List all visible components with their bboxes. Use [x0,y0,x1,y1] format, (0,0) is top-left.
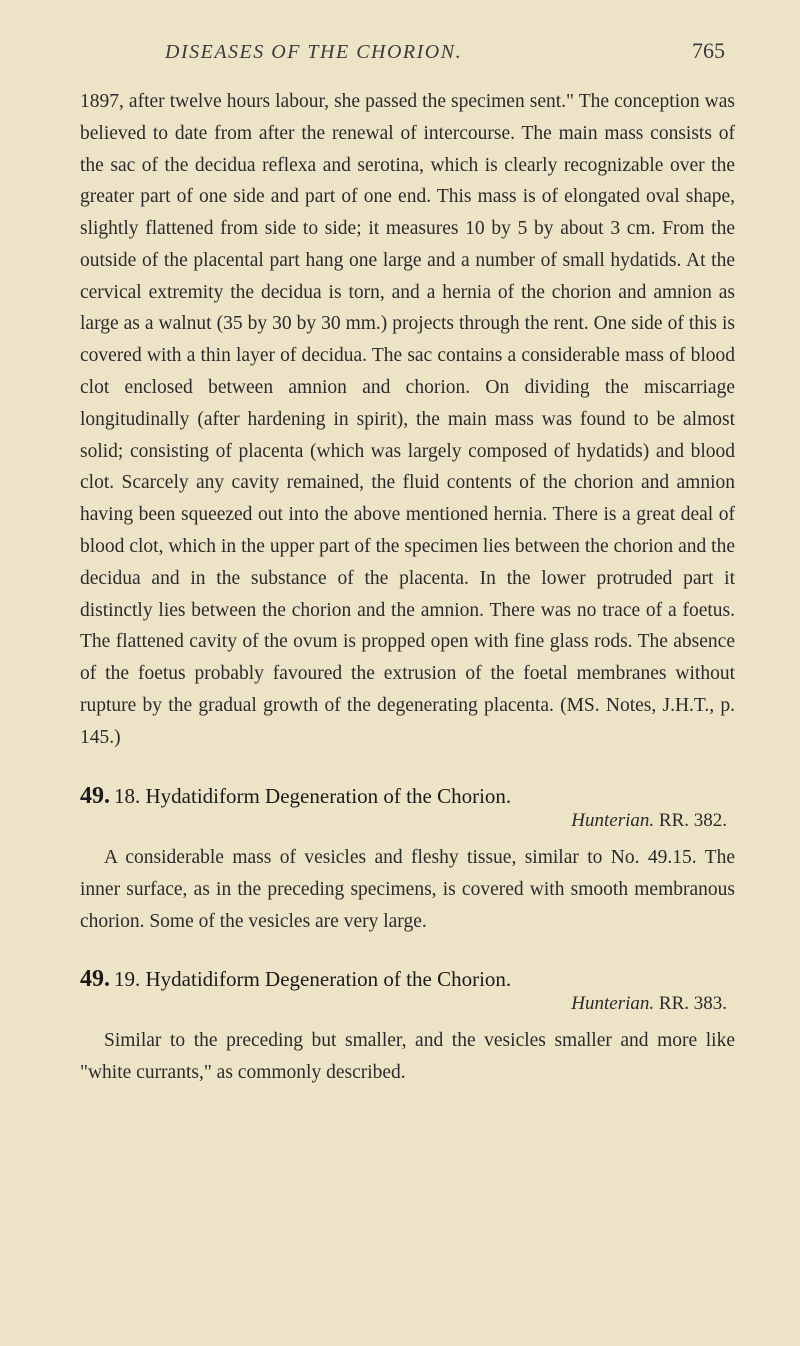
entry-body-text: A considerable mass of vesicles and fles… [80,842,735,937]
entry-title-text: Hydatidiform Degeneration of the Chorion… [146,967,512,991]
page-number: 765 [692,38,725,64]
entry-attribution: Hunterian. RR. 383. [80,993,735,1015]
entry-subnumber-and-title: 19. Hydatidiform Degeneration of the Cho… [114,967,511,992]
attribution-name: Hunterian. [571,993,654,1014]
attribution-ref: RR. 382. [659,810,727,831]
entry-subnumber: 18. [114,784,140,808]
entry-number: 49. [80,783,110,810]
attribution-ref: RR. 383. [659,993,727,1014]
entry-heading: 49. 19. Hydatidiform Degeneration of the… [80,966,735,993]
catalog-entry: 49. 19. Hydatidiform Degeneration of the… [80,966,735,1089]
entry-number: 49. [80,966,110,993]
page-header: DISEASES OF THE CHORION. 765 [80,38,735,64]
attribution-name: Hunterian. [571,810,654,831]
entry-heading: 49. 18. Hydatidiform Degeneration of the… [80,783,735,810]
entry-attribution: Hunterian. RR. 382. [80,810,735,832]
entry-body-text: Similar to the preceding but smaller, an… [80,1025,735,1089]
entry-title-text: Hydatidiform Degeneration of the Chorion… [146,784,512,808]
entry-subnumber-and-title: 18. Hydatidiform Degeneration of the Cho… [114,784,511,809]
entry-subnumber: 19. [114,967,140,991]
main-body-paragraph: 1897, after twelve hours labour, she pas… [80,86,735,753]
running-title: DISEASES OF THE CHORION. [165,41,462,64]
catalog-entry: 49. 18. Hydatidiform Degeneration of the… [80,783,735,937]
